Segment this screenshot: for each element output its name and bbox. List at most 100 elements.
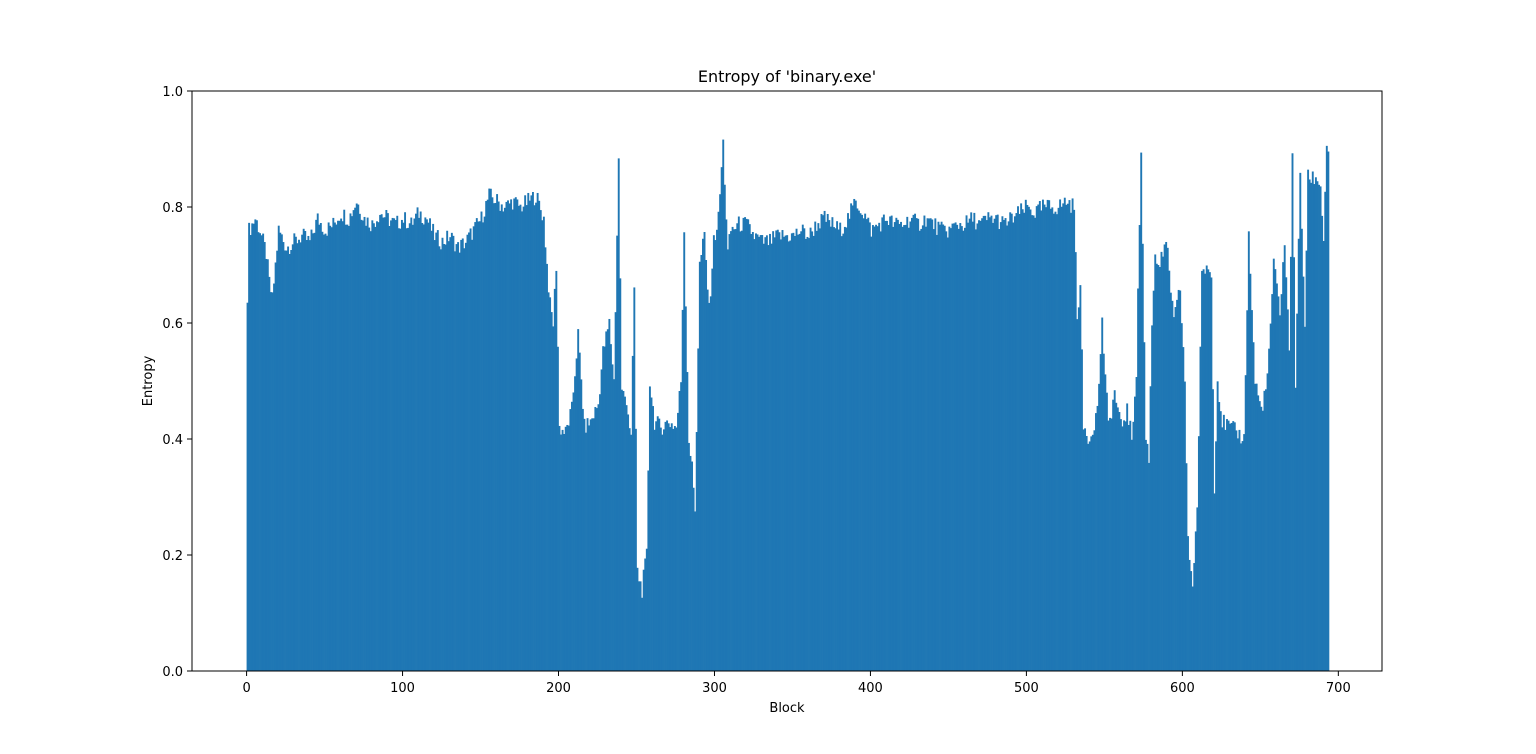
bar [812, 235, 815, 671]
bar [276, 250, 279, 671]
bar [758, 236, 761, 671]
bar [923, 215, 926, 672]
bar [1068, 200, 1071, 671]
bar [1077, 307, 1080, 671]
bar [1182, 347, 1185, 671]
bar [817, 223, 820, 671]
bar [402, 222, 405, 671]
bar [865, 219, 868, 671]
y-tick-label: 1.0 [162, 85, 183, 100]
bar [400, 219, 403, 671]
bar [1065, 204, 1068, 671]
bar [552, 326, 555, 671]
bar [418, 217, 421, 671]
bar [508, 203, 511, 671]
bar [1229, 423, 1232, 671]
bar [1063, 197, 1066, 671]
bar [329, 225, 332, 671]
bar [468, 232, 470, 671]
bar [912, 214, 915, 671]
bar [1246, 310, 1249, 671]
bar [808, 238, 810, 671]
bar [560, 434, 562, 671]
bar [563, 433, 566, 671]
bar [695, 432, 698, 671]
bar [1222, 414, 1225, 671]
bar [740, 230, 743, 671]
bar [1212, 389, 1214, 671]
bar [519, 204, 522, 671]
bar [1115, 402, 1118, 671]
bar [464, 242, 467, 671]
bar [639, 581, 642, 671]
bar [644, 558, 647, 671]
bar [1318, 184, 1320, 671]
bar [840, 236, 843, 671]
bar [1230, 422, 1233, 671]
bar [667, 423, 670, 671]
bar [365, 225, 368, 671]
bar [421, 223, 424, 671]
bar [734, 229, 737, 671]
bar [522, 206, 525, 672]
bar [1056, 214, 1058, 671]
bar [625, 405, 628, 671]
bar [1124, 421, 1127, 671]
bar [1285, 277, 1288, 671]
x-axis: 0 100 200 300 400 500 600 700 [242, 671, 1351, 696]
bar [386, 213, 389, 672]
bar [893, 222, 896, 672]
bar [1190, 571, 1193, 671]
bar [683, 232, 686, 671]
bar [776, 229, 779, 672]
bar [1029, 209, 1032, 671]
bar [964, 227, 966, 671]
bar [781, 230, 784, 672]
bar [762, 243, 765, 672]
bar [499, 210, 502, 671]
bar [455, 244, 458, 671]
bar [843, 226, 846, 671]
bar [248, 222, 251, 672]
bar [988, 217, 991, 672]
bar [1188, 559, 1191, 671]
bar [439, 249, 442, 671]
bar [463, 248, 466, 671]
bar [903, 225, 906, 672]
bar [1088, 441, 1091, 671]
bar [1032, 215, 1035, 671]
bar [591, 418, 594, 671]
bar [798, 233, 801, 671]
bar [1080, 349, 1083, 671]
bar [914, 213, 917, 671]
bar [388, 226, 391, 671]
bar [605, 331, 608, 671]
bar [619, 278, 622, 671]
bar [349, 213, 352, 672]
bar [1020, 203, 1023, 671]
bar [298, 239, 300, 671]
bar [274, 262, 277, 671]
bar [859, 213, 862, 672]
bar [681, 309, 684, 671]
bar [634, 428, 637, 671]
bar [528, 200, 531, 671]
bar [271, 292, 274, 671]
bar [294, 236, 297, 671]
bar [550, 312, 553, 671]
bar [1291, 153, 1294, 671]
bar [457, 242, 460, 672]
bar [446, 230, 449, 671]
bar [1293, 257, 1296, 671]
bar [726, 249, 729, 671]
bar [814, 221, 817, 671]
bar [447, 241, 450, 672]
bar [494, 202, 497, 671]
bar [1013, 216, 1016, 671]
bar [1042, 199, 1044, 671]
bar [818, 228, 821, 671]
bar [416, 207, 419, 671]
bar [1314, 177, 1317, 672]
bar [1215, 441, 1218, 671]
bar [686, 372, 689, 671]
